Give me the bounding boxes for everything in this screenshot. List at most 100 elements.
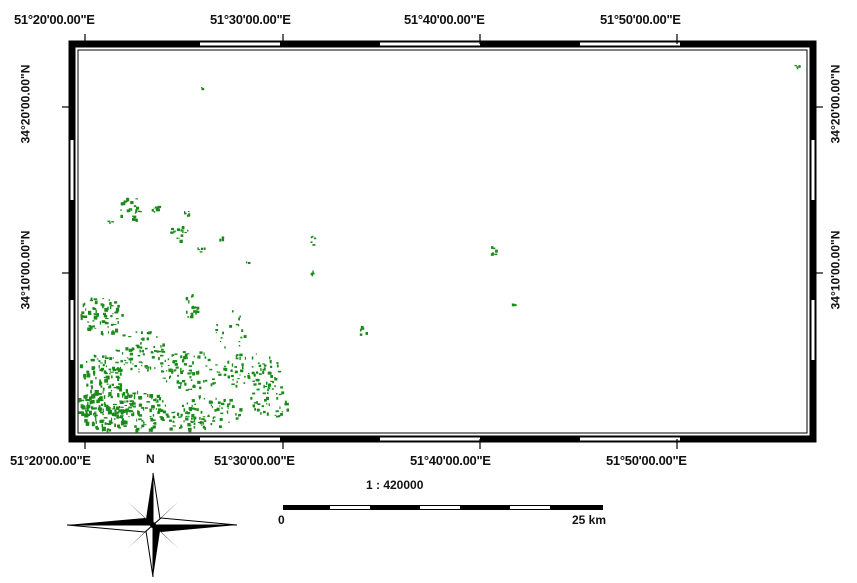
land-cover-patch <box>140 346 143 349</box>
land-cover-patch <box>226 405 229 408</box>
land-cover-patch <box>125 362 129 364</box>
land-cover-patch <box>220 341 222 343</box>
land-cover-patch <box>257 403 261 405</box>
land-cover-patch <box>190 379 193 381</box>
land-cover-patch <box>186 357 188 360</box>
land-cover-patch <box>114 409 116 412</box>
land-cover-patch <box>111 408 116 410</box>
land-cover-patch <box>187 316 190 318</box>
land-cover-patch <box>794 64 797 67</box>
land-cover-patch <box>100 411 104 414</box>
land-cover-patch <box>190 313 193 315</box>
land-cover-patch <box>269 360 272 364</box>
land-cover-patch <box>184 412 188 414</box>
land-cover-patch <box>212 420 216 422</box>
land-cover-patch <box>136 206 140 210</box>
land-cover-patch <box>85 411 87 416</box>
land-cover-patch <box>174 411 176 413</box>
land-cover-patch <box>101 369 104 372</box>
land-cover-patch <box>105 422 107 424</box>
land-cover-patch <box>191 421 194 423</box>
land-cover-patch <box>161 365 163 368</box>
land-cover-patch <box>145 347 148 350</box>
land-cover-patch <box>130 367 133 371</box>
land-cover-patch <box>253 373 256 377</box>
land-cover-patch <box>182 370 184 373</box>
land-cover-patch <box>172 361 175 363</box>
land-cover-patch <box>492 252 494 256</box>
top-lon-label-3: 51°40'00.00"E <box>404 12 485 27</box>
land-cover-patch <box>173 369 176 372</box>
land-cover-patch <box>162 343 165 347</box>
land-cover-patch <box>174 363 178 366</box>
land-cover-patch <box>193 355 195 358</box>
land-cover-patch <box>102 355 105 358</box>
land-cover-patch <box>128 358 131 361</box>
land-cover-patch <box>140 342 142 345</box>
land-cover-patch <box>111 383 114 386</box>
land-cover-patch <box>132 363 134 365</box>
land-cover-patch <box>266 381 268 385</box>
land-cover-patch <box>191 295 193 298</box>
land-cover-patch <box>111 331 115 335</box>
land-cover-patch <box>180 367 182 371</box>
land-cover-patch <box>160 345 162 348</box>
land-cover-patch <box>124 409 129 413</box>
land-cover-patch <box>142 353 145 356</box>
land-cover-patch <box>202 421 204 425</box>
land-cover-patch <box>187 428 191 431</box>
land-cover-patch <box>210 404 213 407</box>
land-cover-patch <box>81 311 85 314</box>
land-cover-patch <box>234 366 237 368</box>
land-cover-patch <box>162 377 167 379</box>
land-cover-patch <box>216 407 220 412</box>
land-cover-patch <box>117 368 120 371</box>
land-cover-patch <box>126 209 130 213</box>
land-cover-patch <box>268 387 271 390</box>
land-cover-patch <box>121 393 123 395</box>
land-cover-patch <box>107 220 111 223</box>
land-cover-patch <box>219 238 222 242</box>
land-cover-patch <box>136 418 138 422</box>
land-cover-patch <box>131 413 134 417</box>
land-cover-patch <box>149 408 152 413</box>
land-cover-patch <box>112 403 117 405</box>
land-cover-patch <box>185 389 189 391</box>
land-cover-patch <box>105 357 109 359</box>
land-cover-patch <box>117 378 120 381</box>
land-cover-patch <box>161 419 165 421</box>
land-cover-patch <box>95 420 97 424</box>
land-cover-patch <box>120 409 125 413</box>
land-cover-patch <box>256 408 260 412</box>
land-cover-patch <box>132 401 135 403</box>
land-cover-patch <box>311 274 314 277</box>
land-cover-patch <box>114 423 116 428</box>
land-cover-patch <box>169 427 173 431</box>
land-cover-patch <box>128 208 131 211</box>
land-cover-patch <box>178 237 180 239</box>
land-cover-patch <box>141 337 145 341</box>
land-cover-patch <box>200 421 203 424</box>
land-cover-patch <box>109 302 112 306</box>
land-cover-patch <box>102 391 104 394</box>
land-cover-patch <box>102 408 104 413</box>
land-cover-patch <box>193 310 196 313</box>
land-cover-patch <box>235 413 237 416</box>
land-cover-patch <box>184 211 186 214</box>
land-cover-patch <box>230 374 234 378</box>
land-cover-patch <box>164 404 167 407</box>
land-cover-patch <box>91 422 95 427</box>
land-cover-patch <box>199 416 201 420</box>
land-cover-patch <box>146 337 149 341</box>
land-cover-patch <box>100 403 103 406</box>
land-cover-patch <box>96 358 99 360</box>
land-cover-patch <box>165 380 168 383</box>
land-cover-patch <box>214 409 217 412</box>
land-cover-patch <box>173 231 176 233</box>
land-cover-patch <box>211 406 213 409</box>
land-cover-patch <box>189 408 192 412</box>
land-cover-patch <box>278 415 281 418</box>
land-cover-patch <box>115 372 119 374</box>
land-cover-patch <box>266 412 269 416</box>
land-cover-patch <box>124 359 127 362</box>
